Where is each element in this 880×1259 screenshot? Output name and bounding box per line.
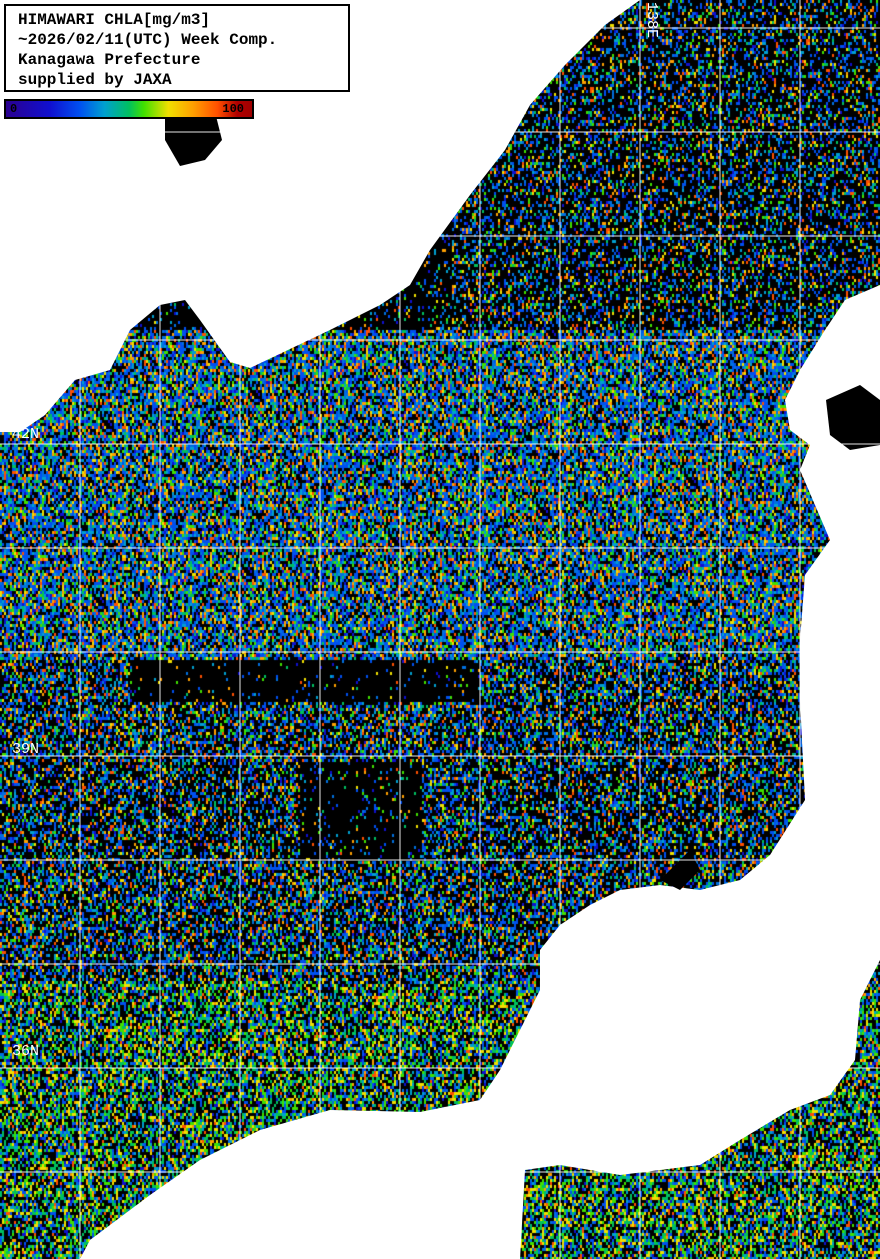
title-line-region: Kanagawa Prefecture xyxy=(18,51,201,69)
lat-label-39n: 39N xyxy=(12,741,40,758)
colorbar-max-label: 100 xyxy=(222,102,244,116)
title-line-credit: supplied by JAXA xyxy=(18,71,172,89)
colorbar: 0 100 xyxy=(4,99,254,119)
land-east-coast xyxy=(80,285,880,1259)
lat-label-36n: 36N xyxy=(12,1043,40,1060)
title-line-date: ~2026/02/11(UTC) Week Comp. xyxy=(18,31,278,49)
lon-label-138e: 138E xyxy=(643,2,660,39)
lat-label-42n: 42N xyxy=(12,426,40,443)
title-box: HIMAWARI CHLA[mg/m3] ~2026/02/11(UTC) We… xyxy=(4,4,350,92)
colorbar-min-label: 0 xyxy=(10,102,18,116)
title-line-product: HIMAWARI CHLA[mg/m3] xyxy=(18,11,211,29)
